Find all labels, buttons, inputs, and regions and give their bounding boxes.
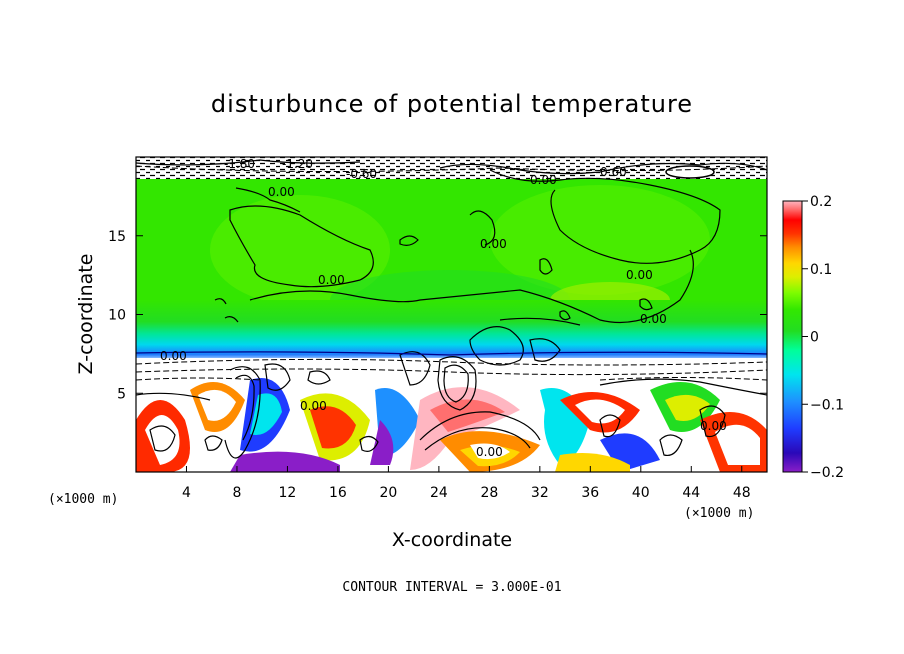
x-tick-label: 8 (232, 485, 241, 501)
contour-label: -1.80 (224, 157, 255, 171)
contour-label: 0.00 (300, 399, 327, 413)
colorbar-ticks: 0.2 0.1 0 −0.1 −0.2 (802, 194, 844, 481)
upper-cell (665, 165, 715, 179)
y-tick-label: 10 (108, 308, 126, 324)
x-unit-label-left: (×1000 m) (48, 492, 118, 507)
contour-label: 0.00 (480, 237, 507, 251)
x-axis-label: X-coordinate (392, 529, 512, 551)
colorbar-tick-label: 0 (810, 330, 819, 346)
y-tick-label: 5 (117, 386, 126, 402)
contour-label: 0.00 (318, 273, 345, 287)
colorbar-tick-label: 0.1 (810, 262, 832, 278)
x-tick-label: 32 (531, 485, 549, 501)
y-tick-label: 15 (108, 229, 126, 245)
x-tick-label: 12 (279, 485, 297, 501)
contour-lines (136, 159, 767, 459)
x-tick-label: 48 (733, 485, 751, 501)
x-tick-label: 40 (632, 485, 650, 501)
colorbar (782, 200, 803, 473)
chart-title: disturbunce of potential temperature (211, 90, 693, 118)
x-unit-label-right: (×1000 m) (684, 506, 754, 521)
x-axis: 4 8 12 16 20 24 28 32 36 40 44 48 (182, 466, 751, 501)
y-axis-label: Z-coordinate (75, 254, 97, 375)
x-tick-label: 24 (430, 485, 448, 501)
contour-label-group: 0.00 0.00 0.00 0.00 0.00 0.00 0.00 0.00 … (160, 157, 727, 459)
plot-area (136, 157, 767, 472)
x-tick-label: 44 (682, 485, 700, 501)
contour-label: 0.00 (530, 173, 557, 187)
contour-label: 0.00 (640, 312, 667, 326)
field-patch (210, 195, 390, 305)
contour-label: 0.00 (476, 445, 503, 459)
contour-label: 0.00 (268, 185, 295, 199)
colorbar-tick-label: −0.2 (810, 465, 844, 481)
contour-interval-label: CONTOUR INTERVAL = 3.000E-01 (342, 580, 561, 595)
colorbar-tick-label: −0.1 (810, 397, 844, 413)
x-tick-label: 28 (480, 485, 498, 501)
y-axis: 5 10 15 (108, 229, 767, 402)
x-tick-label: 36 (581, 485, 599, 501)
x-tick-label: 4 (182, 485, 191, 501)
contour-label: -0.60 (346, 167, 377, 181)
contour-label: 0.00 (626, 268, 653, 282)
contour-label: 0.60 (600, 165, 627, 179)
contour-label: 0.00 (700, 419, 727, 433)
contour-label: 0.00 (160, 349, 187, 363)
field-patch (490, 185, 710, 295)
tropopause-line (136, 351, 767, 356)
dashed-contours (136, 165, 767, 381)
x-tick-label: 16 (329, 485, 347, 501)
x-tick-label: 20 (379, 485, 397, 501)
contour-label: -1.20 (282, 157, 313, 171)
colorbar-tick-label: 0.2 (810, 194, 832, 210)
